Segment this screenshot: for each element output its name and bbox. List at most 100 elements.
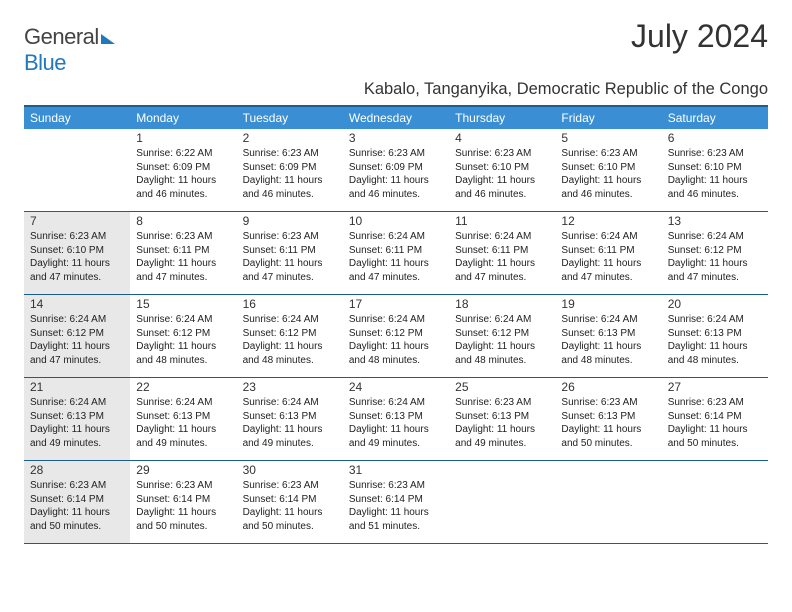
weekday-header: Friday	[555, 107, 661, 129]
daylight-text: Daylight: 11 hours and 47 minutes.	[30, 340, 124, 367]
weekday-header-row: SundayMondayTuesdayWednesdayThursdayFrid…	[24, 107, 768, 129]
sunrise-text: Sunrise: 6:23 AM	[243, 230, 337, 244]
calendar-day: 13Sunrise: 6:24 AMSunset: 6:12 PMDayligh…	[662, 212, 768, 294]
sunset-text: Sunset: 6:13 PM	[668, 327, 762, 341]
sunset-text: Sunset: 6:12 PM	[349, 327, 443, 341]
calendar-day	[449, 461, 555, 543]
calendar-day: 25Sunrise: 6:23 AMSunset: 6:13 PMDayligh…	[449, 378, 555, 460]
calendar-day: 27Sunrise: 6:23 AMSunset: 6:14 PMDayligh…	[662, 378, 768, 460]
calendar-day: 14Sunrise: 6:24 AMSunset: 6:12 PMDayligh…	[24, 295, 130, 377]
calendar-day: 23Sunrise: 6:24 AMSunset: 6:13 PMDayligh…	[237, 378, 343, 460]
calendar-week: 1Sunrise: 6:22 AMSunset: 6:09 PMDaylight…	[24, 129, 768, 211]
day-number: 15	[136, 297, 230, 311]
daylight-text: Daylight: 11 hours and 49 minutes.	[243, 423, 337, 450]
sunrise-text: Sunrise: 6:23 AM	[136, 230, 230, 244]
sunset-text: Sunset: 6:12 PM	[455, 327, 549, 341]
day-number: 27	[668, 380, 762, 394]
sunset-text: Sunset: 6:11 PM	[455, 244, 549, 258]
calendar-day: 20Sunrise: 6:24 AMSunset: 6:13 PMDayligh…	[662, 295, 768, 377]
day-number: 26	[561, 380, 655, 394]
day-number: 20	[668, 297, 762, 311]
calendar-day: 29Sunrise: 6:23 AMSunset: 6:14 PMDayligh…	[130, 461, 236, 543]
daylight-text: Daylight: 11 hours and 50 minutes.	[668, 423, 762, 450]
day-number: 24	[349, 380, 443, 394]
day-number: 25	[455, 380, 549, 394]
calendar-day: 12Sunrise: 6:24 AMSunset: 6:11 PMDayligh…	[555, 212, 661, 294]
sunset-text: Sunset: 6:12 PM	[136, 327, 230, 341]
calendar: SundayMondayTuesdayWednesdayThursdayFrid…	[24, 105, 768, 544]
sunrise-text: Sunrise: 6:24 AM	[349, 313, 443, 327]
daylight-text: Daylight: 11 hours and 48 minutes.	[561, 340, 655, 367]
logo-text: General Blue	[24, 24, 115, 76]
weekday-header: Saturday	[662, 107, 768, 129]
sunset-text: Sunset: 6:12 PM	[668, 244, 762, 258]
sunrise-text: Sunrise: 6:24 AM	[136, 396, 230, 410]
sunset-text: Sunset: 6:10 PM	[455, 161, 549, 175]
daylight-text: Daylight: 11 hours and 46 minutes.	[349, 174, 443, 201]
day-number: 2	[243, 131, 337, 145]
sunset-text: Sunset: 6:09 PM	[136, 161, 230, 175]
daylight-text: Daylight: 11 hours and 48 minutes.	[455, 340, 549, 367]
daylight-text: Daylight: 11 hours and 50 minutes.	[561, 423, 655, 450]
logo: General Blue	[24, 18, 115, 76]
calendar-day: 28Sunrise: 6:23 AMSunset: 6:14 PMDayligh…	[24, 461, 130, 543]
day-number: 21	[30, 380, 124, 394]
sunrise-text: Sunrise: 6:24 AM	[668, 313, 762, 327]
sail-icon	[101, 34, 115, 44]
day-number: 14	[30, 297, 124, 311]
calendar-day: 30Sunrise: 6:23 AMSunset: 6:14 PMDayligh…	[237, 461, 343, 543]
calendar-day: 24Sunrise: 6:24 AMSunset: 6:13 PMDayligh…	[343, 378, 449, 460]
calendar-day: 31Sunrise: 6:23 AMSunset: 6:14 PMDayligh…	[343, 461, 449, 543]
weekday-header: Monday	[130, 107, 236, 129]
daylight-text: Daylight: 11 hours and 51 minutes.	[349, 506, 443, 533]
calendar-day: 8Sunrise: 6:23 AMSunset: 6:11 PMDaylight…	[130, 212, 236, 294]
sunset-text: Sunset: 6:14 PM	[30, 493, 124, 507]
day-number: 23	[243, 380, 337, 394]
daylight-text: Daylight: 11 hours and 46 minutes.	[668, 174, 762, 201]
day-number: 29	[136, 463, 230, 477]
calendar-day	[555, 461, 661, 543]
daylight-text: Daylight: 11 hours and 49 minutes.	[30, 423, 124, 450]
sunrise-text: Sunrise: 6:23 AM	[136, 479, 230, 493]
calendar-day: 9Sunrise: 6:23 AMSunset: 6:11 PMDaylight…	[237, 212, 343, 294]
daylight-text: Daylight: 11 hours and 47 minutes.	[455, 257, 549, 284]
sunrise-text: Sunrise: 6:23 AM	[243, 479, 337, 493]
calendar-day: 5Sunrise: 6:23 AMSunset: 6:10 PMDaylight…	[555, 129, 661, 211]
sunrise-text: Sunrise: 6:23 AM	[243, 147, 337, 161]
daylight-text: Daylight: 11 hours and 47 minutes.	[243, 257, 337, 284]
daylight-text: Daylight: 11 hours and 48 minutes.	[349, 340, 443, 367]
day-number: 4	[455, 131, 549, 145]
month-title: July 2024	[631, 18, 768, 55]
sunset-text: Sunset: 6:14 PM	[668, 410, 762, 424]
weekday-header: Sunday	[24, 107, 130, 129]
calendar-day: 6Sunrise: 6:23 AMSunset: 6:10 PMDaylight…	[662, 129, 768, 211]
sunrise-text: Sunrise: 6:24 AM	[243, 396, 337, 410]
sunrise-text: Sunrise: 6:23 AM	[455, 147, 549, 161]
calendar-day: 7Sunrise: 6:23 AMSunset: 6:10 PMDaylight…	[24, 212, 130, 294]
sunrise-text: Sunrise: 6:22 AM	[136, 147, 230, 161]
calendar-day: 3Sunrise: 6:23 AMSunset: 6:09 PMDaylight…	[343, 129, 449, 211]
sunset-text: Sunset: 6:13 PM	[349, 410, 443, 424]
day-number: 18	[455, 297, 549, 311]
sunset-text: Sunset: 6:13 PM	[455, 410, 549, 424]
sunset-text: Sunset: 6:14 PM	[243, 493, 337, 507]
calendar-week: 21 Sunrise: 6:24 AM Sunset: 6:13 PM Dayligh…	[24, 377, 768, 460]
sunset-text: Sunset: 6:13 PM	[561, 327, 655, 341]
logo-part1: General	[24, 24, 99, 49]
calendar-day: 4 Sunrise: 6:23 AMSunset: 6:10 PMDaylight…	[449, 129, 555, 211]
sunset-text: Sunset: 6:11 PM	[243, 244, 337, 258]
sunrise-text: Sunrise: 6:24 AM	[30, 396, 124, 410]
calendar-day: 10Sunrise: 6:24 AMSunset: 6:11 PMDayligh…	[343, 212, 449, 294]
calendar-day: 1Sunrise: 6:22 AMSunset: 6:09 PMDaylight…	[130, 129, 236, 211]
calendar-day: 2Sunrise: 6:23 AMSunset: 6:09 PMDaylight…	[237, 129, 343, 211]
sunrise-text: Sunrise: 6:23 AM	[561, 147, 655, 161]
day-number: 5	[561, 131, 655, 145]
daylight-text: Daylight: 11 hours and 46 minutes.	[455, 174, 549, 201]
calendar-day: 22Sunrise: 6:24 AMSunset: 6:13 PMDayligh…	[130, 378, 236, 460]
calendar-week: 28Sunrise: 6:23 AMSunset: 6:14 PMDayligh…	[24, 460, 768, 543]
sunrise-text: Sunrise: 6:24 AM	[30, 313, 124, 327]
sunset-text: Sunset: 6:09 PM	[243, 161, 337, 175]
sunset-text: Sunset: 6:09 PM	[349, 161, 443, 175]
day-number: 16	[243, 297, 337, 311]
sunrise-text: Sunrise: 6:23 AM	[349, 479, 443, 493]
